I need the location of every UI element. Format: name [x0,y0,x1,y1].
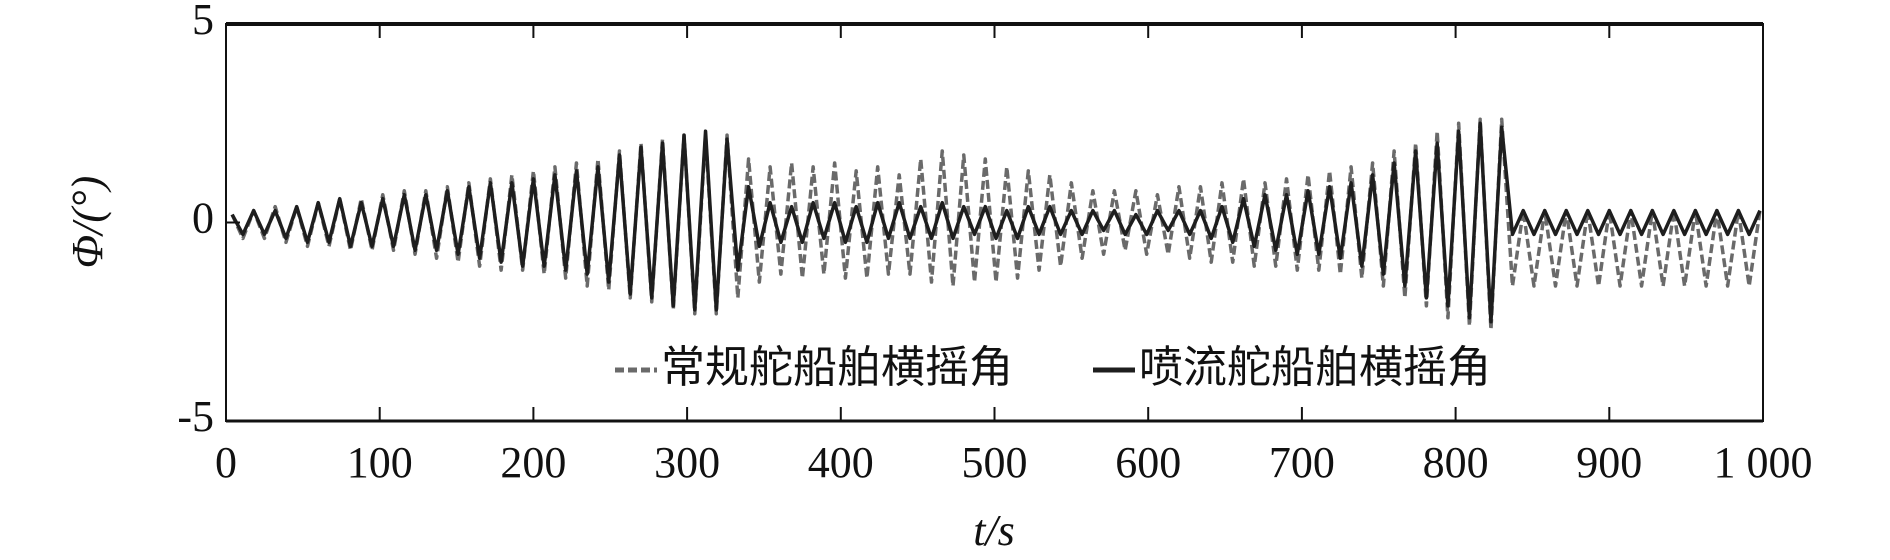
x-tick-label: 600 [1115,438,1181,487]
x-tick-label: 1 000 [1714,438,1813,487]
series-line [230,121,1762,324]
legend-label: 常规舵船舶横摇角 [661,342,1013,393]
x-tick-label: 300 [654,438,720,487]
x-tick-label: 0 [215,438,237,487]
y-tick-label: -5 [177,392,214,441]
x-tick-label: 400 [808,438,874,487]
plot-area [230,117,1762,332]
y-tick-label: 5 [192,0,214,44]
x-tick-label: 100 [347,438,413,487]
x-tick-label: 200 [500,438,566,487]
x-tick-label: 900 [1576,438,1642,487]
x-axis-label: t/s [973,506,1015,555]
y-tick-label: 0 [192,194,214,243]
x-tick-label: 700 [1269,438,1335,487]
legend-label: 喷流舵船舶横摇角 [1139,342,1491,393]
y-axis-label: Φ/(°) [63,176,112,269]
x-tick-label: 800 [1423,438,1489,487]
x-tick-label: 500 [962,438,1028,487]
